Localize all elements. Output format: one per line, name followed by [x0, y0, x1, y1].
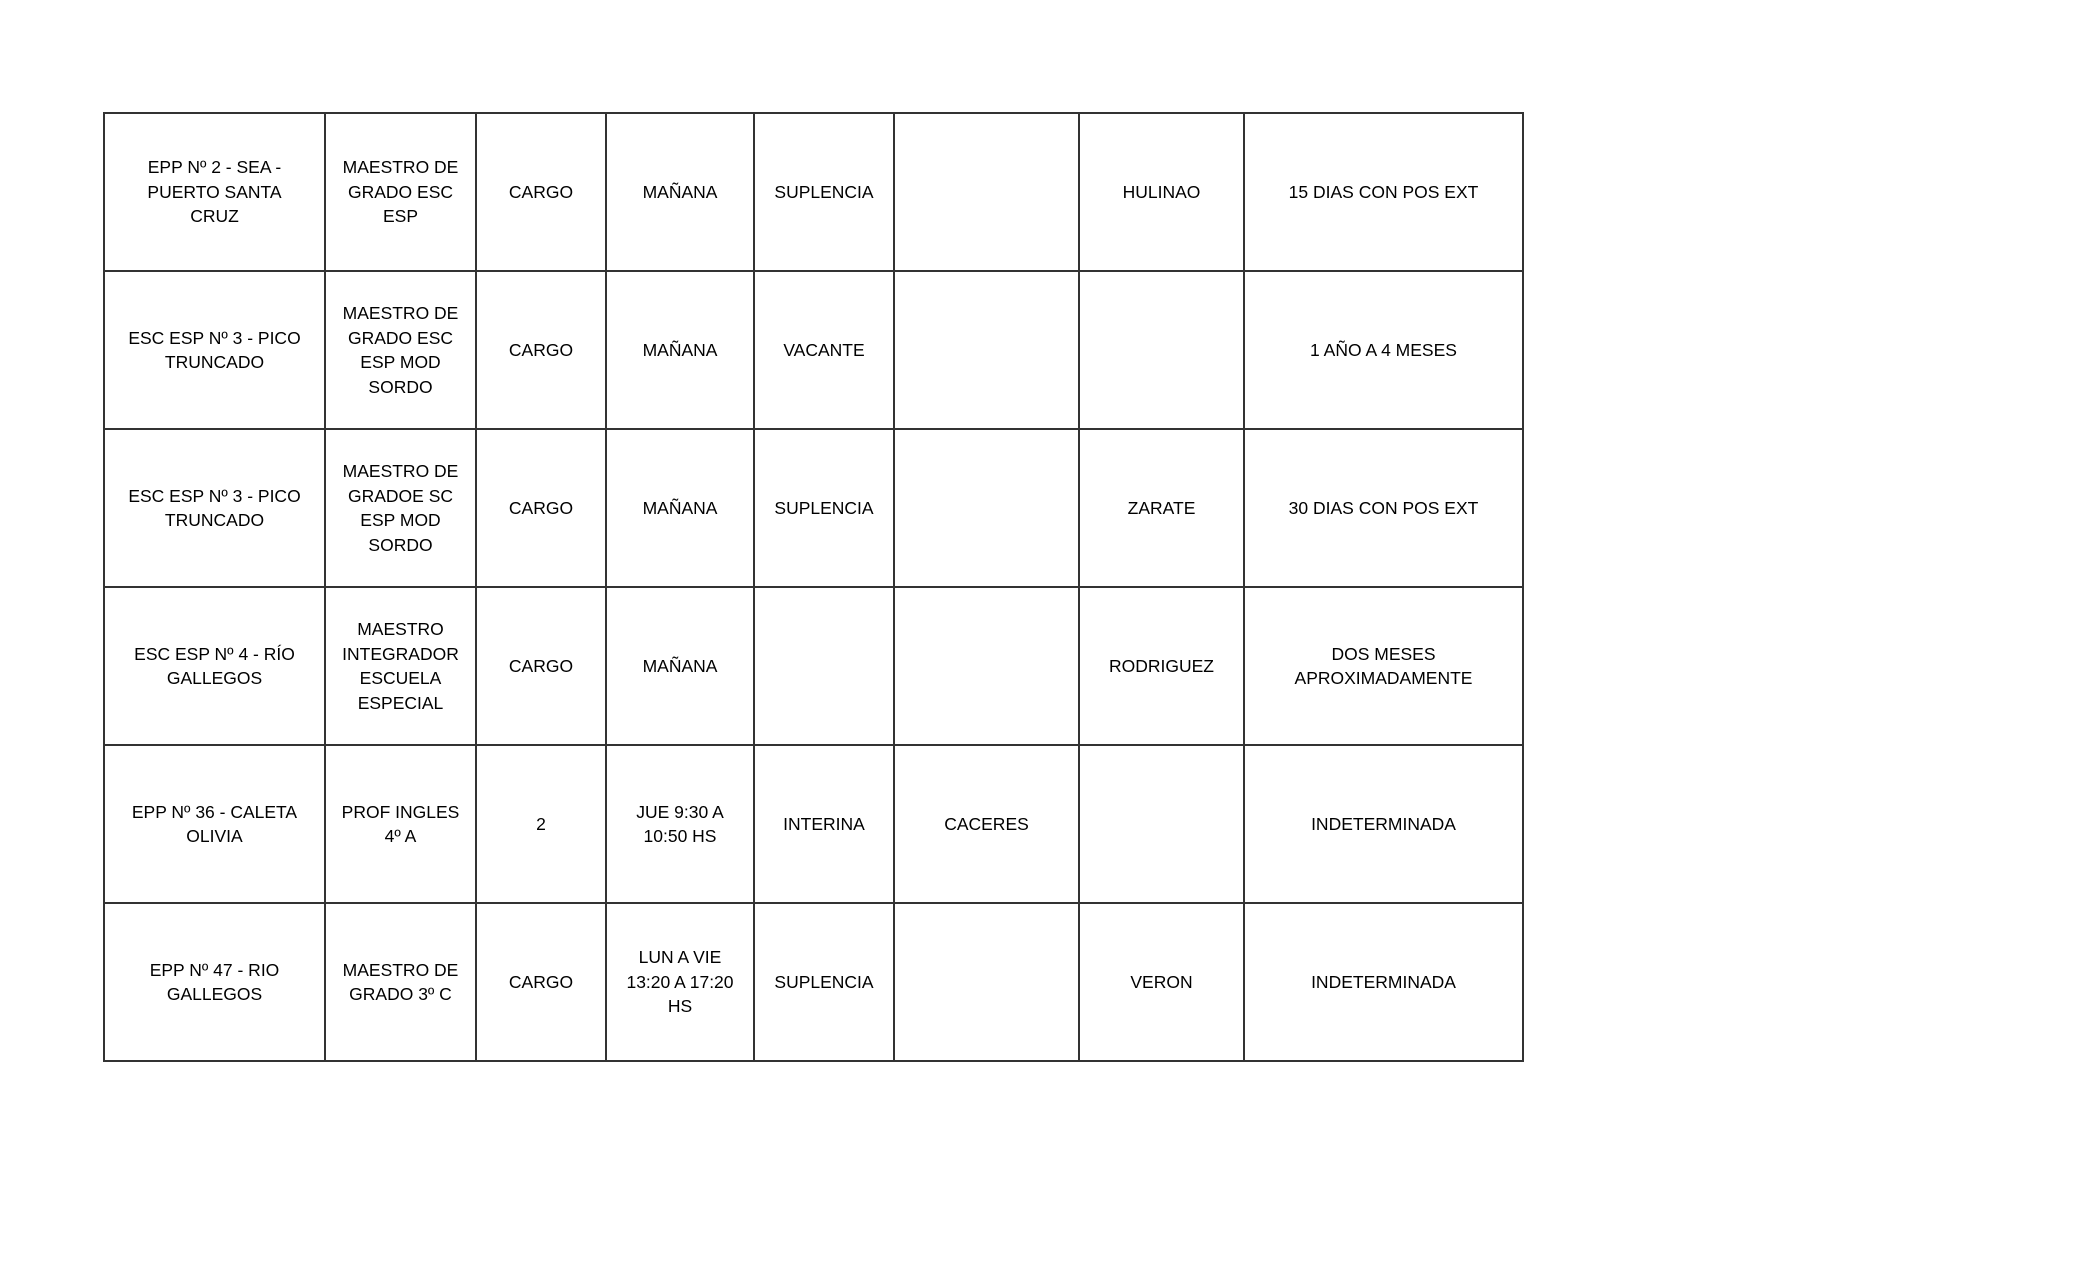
table-cell: MAÑANA [605, 586, 755, 746]
table-cell: CARGO [475, 902, 607, 1062]
table-cell: CARGO [475, 112, 607, 272]
table-body: EPP Nº 2 - SEA - PUERTO SANTA CRUZ MAESTR… [103, 112, 1524, 1062]
table-cell: PROF INGLES 4º A [324, 744, 477, 904]
table-cell [893, 902, 1080, 1062]
table-cell: VACANTE [753, 270, 895, 430]
table-cell: ZARATE [1078, 428, 1245, 588]
table-cell: MAESTRO DE GRADOE SC ESP MOD SORDO [324, 428, 477, 588]
table-cell: SUPLENCIA [753, 428, 895, 588]
table-cell: CARGO [475, 428, 607, 588]
table-cell: CARGO [475, 586, 607, 746]
table-cell: 15 DIAS CON POS EXT [1243, 112, 1524, 272]
table-cell: INDETERMINADA [1243, 744, 1524, 904]
table-cell: MAESTRO DE GRADO ESC ESP [324, 112, 477, 272]
table-row: ESC ESP Nº 3 - PICO TRUNCADO MAESTRO DE G… [103, 428, 1524, 588]
table-row: ESC ESP Nº 3 - PICO TRUNCADO MAESTRO DE G… [103, 270, 1524, 430]
table-cell: INDETERMINADA [1243, 902, 1524, 1062]
table-cell: EPP Nº 47 - RIO GALLEGOS [103, 902, 326, 1062]
table-row: EPP Nº 2 - SEA - PUERTO SANTA CRUZ MAESTR… [103, 112, 1524, 272]
table-cell: MAESTRO DE GRADO 3º C [324, 902, 477, 1062]
table-cell: SUPLENCIA [753, 112, 895, 272]
table-cell: ESC ESP Nº 3 - PICO TRUNCADO [103, 428, 326, 588]
table-cell: INTERINA [753, 744, 895, 904]
table-cell [1078, 270, 1245, 430]
table-cell: 2 [475, 744, 607, 904]
table-cell: VERON [1078, 902, 1245, 1062]
table-cell: MAESTRO INTEGRADOR ESCUELA ESPECIAL [324, 586, 477, 746]
table-cell: ESC ESP Nº 3 - PICO TRUNCADO [103, 270, 326, 430]
table-cell: 30 DIAS CON POS EXT [1243, 428, 1524, 588]
table-cell: 1 AÑO A 4 MESES [1243, 270, 1524, 430]
table-row: EPP Nº 47 - RIO GALLEGOS MAESTRO DE GRADO… [103, 902, 1524, 1062]
table-cell: MAÑANA [605, 270, 755, 430]
table-cell: HULINAO [1078, 112, 1245, 272]
assignments-table: EPP Nº 2 - SEA - PUERTO SANTA CRUZ MAESTR… [103, 112, 1524, 1062]
table-cell: MAÑANA [605, 112, 755, 272]
table-cell: DOS MESES APROXIMADAMENTE [1243, 586, 1524, 746]
table-cell: RODRIGUEZ [1078, 586, 1245, 746]
table-cell: MAESTRO DE GRADO ESC ESP MOD SORDO [324, 270, 477, 430]
table-cell: EPP Nº 2 - SEA - PUERTO SANTA CRUZ [103, 112, 326, 272]
table-cell [893, 428, 1080, 588]
table-cell [893, 586, 1080, 746]
table-cell: ESC ESP Nº 4 - RÍO GALLEGOS [103, 586, 326, 746]
table-cell: LUN A VIE 13:20 A 17:20 HS [605, 902, 755, 1062]
table-cell: MAÑANA [605, 428, 755, 588]
table-cell: SUPLENCIA [753, 902, 895, 1062]
table-cell: CARGO [475, 270, 607, 430]
table-cell: EPP Nº 36 - CALETA OLIVIA [103, 744, 326, 904]
table-cell [893, 112, 1080, 272]
table-row: EPP Nº 36 - CALETA OLIVIA PROF INGLES 4º … [103, 744, 1524, 904]
table-cell: CACERES [893, 744, 1080, 904]
table-cell [753, 586, 895, 746]
table-cell [1078, 744, 1245, 904]
table-cell: JUE 9:30 A 10:50 HS [605, 744, 755, 904]
table-row: ESC ESP Nº 4 - RÍO GALLEGOS MAESTRO INTEG… [103, 586, 1524, 746]
table-cell [893, 270, 1080, 430]
